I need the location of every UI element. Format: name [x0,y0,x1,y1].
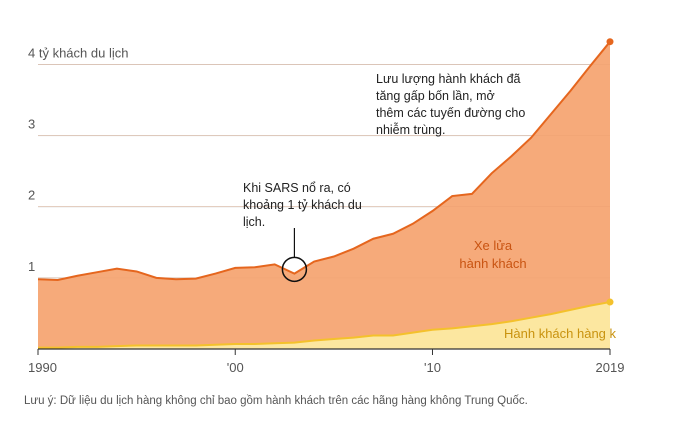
stacked-area-chart: 1 2 3 4 tỷ khách du lịch 1990 '00 '10 2019 Khi … [28,38,624,375]
endpoint-dot-rail [606,38,614,46]
y-tick-label: 3 [28,117,35,132]
annotation-growth-line: tăng gấp bốn lần, mở [376,89,495,103]
area-layers [38,41,610,349]
series-label-rail-line: hành khách [459,256,526,271]
x-tick-label: '00 [227,360,244,375]
y-tick-label: 1 [28,259,35,274]
series-line-air-passengers [38,301,611,349]
series-label-rail: Xe lửa hành khách [459,238,526,271]
annotation-sars-line: Khi SARS nổ ra, có [243,181,351,195]
series-lines [37,38,614,349]
x-tick-label: '10 [424,360,441,375]
y-tick-label: 4 tỷ khách du lịch [28,45,128,60]
area-rail-passengers [38,41,610,348]
endpoint-dot-air [606,298,614,306]
annotation-sars-line: lịch. [243,215,265,229]
x-tick-label: 2019 [596,360,625,375]
x-tick-label: 1990 [28,360,57,375]
series-line-rail-passengers [37,41,611,282]
annotation-growth-line: nhiễm trùng. [376,122,445,137]
axes: 1 2 3 4 tỷ khách du lịch 1990 '00 '10 2019 [28,45,624,375]
annotation-growth: Lưu lượng hành khách đã tăng gấp bốn lần,… [376,72,525,137]
area-air-passengers [38,302,610,349]
annotation-sars-line: khoảng 1 tỷ khách du [243,198,362,212]
annotation-growth-line: thêm các tuyến đường cho [376,106,525,120]
annotations: Khi SARS nổ ra, có khoảng 1 tỷ khách du lị… [243,72,617,341]
annotation-sars: Khi SARS nổ ra, có khoảng 1 tỷ khách du lị… [243,181,362,229]
y-tick-label: 2 [28,188,35,203]
series-label-air: Hành khách hàng k [504,326,617,341]
annotation-growth-line: Lưu lượng hành khách đã [376,72,521,86]
series-label-rail-line: Xe lửa [474,238,513,253]
footnote: Lưu ý: Dữ liệu du lịch hàng không chỉ ba… [24,395,528,407]
